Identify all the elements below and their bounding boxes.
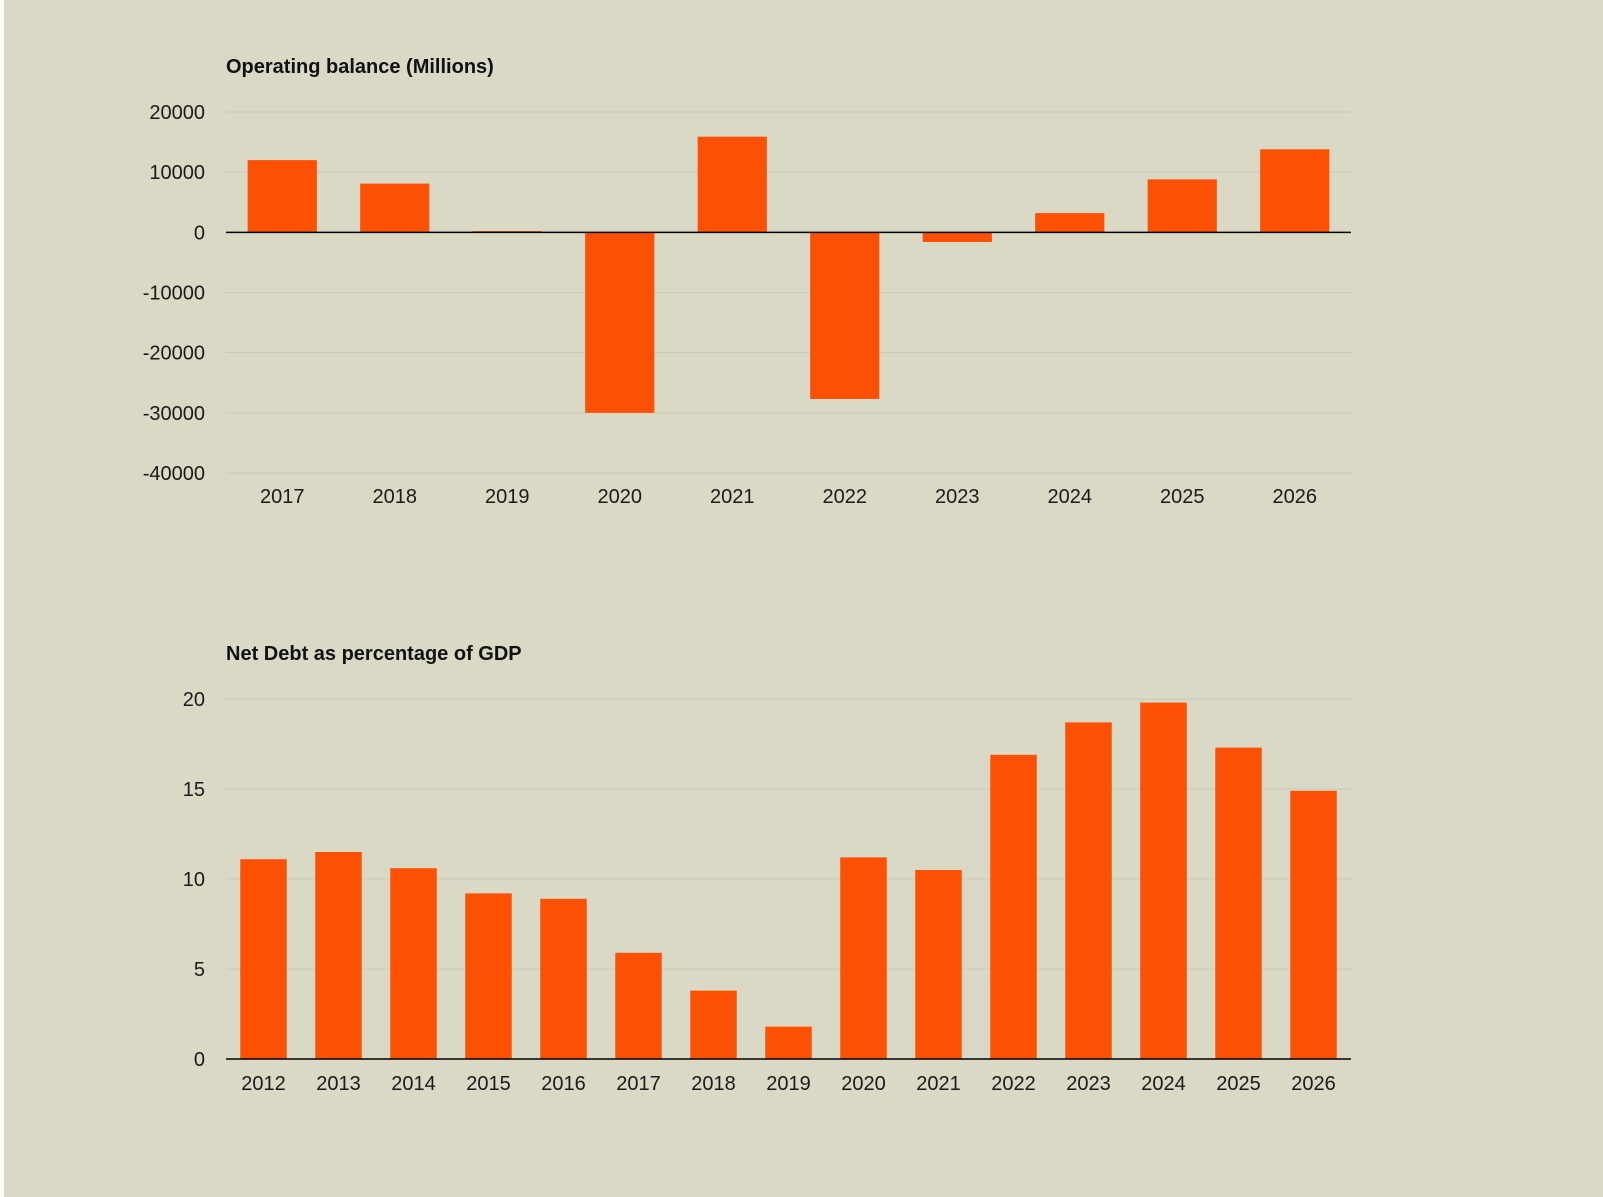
- operating-balance-y-tick-label: -10000: [143, 283, 205, 305]
- chart-title-net-debt: Net Debt as percentage of GDP: [226, 643, 522, 665]
- net-debt-bar-2020: [840, 857, 887, 1059]
- operating-balance-y-tick-label: -30000: [143, 403, 205, 425]
- net-debt-x-tick-label: 2017: [616, 1073, 661, 1095]
- net-debt-bar-2021: [915, 870, 962, 1059]
- net-debt-bar-2015: [465, 893, 512, 1059]
- net-debt-y-tick-label: 0: [194, 1049, 205, 1071]
- chart-title-operating-balance: Operating balance (Millions): [226, 56, 494, 78]
- operating-balance-bar-2025: [1147, 179, 1217, 233]
- net-debt-bar-2022: [990, 754, 1037, 1059]
- net-debt-bar-2024: [1140, 702, 1187, 1059]
- operating-balance-x-tick-label: 2020: [598, 486, 643, 508]
- operating-balance-bar-2020: [585, 232, 655, 413]
- net-debt-x-tick-label: 2014: [391, 1073, 436, 1095]
- operating-balance-chart: 20000 10000 0 -10000 -20000 -30000 -40000 2017 2…: [143, 102, 1351, 508]
- net-debt-x-tick-label: 2022: [991, 1073, 1036, 1095]
- operating-balance-x-tick-label: 2023: [935, 486, 980, 508]
- net-debt-bar-2012: [240, 859, 287, 1059]
- operating-balance-y-tick-label: 20000: [149, 102, 205, 124]
- net-debt-x-tick-label: 2013: [316, 1073, 361, 1095]
- net-debt-x-tick-label: 2025: [1216, 1073, 1261, 1095]
- net-debt-x-tick-label: 2015: [466, 1073, 511, 1095]
- net-debt-x-tick-label: 2019: [766, 1073, 811, 1095]
- net-debt-y-tick-label: 10: [183, 869, 205, 891]
- operating-balance-y-tick-label: -20000: [143, 343, 205, 365]
- net-debt-x-tick-label: 2024: [1141, 1073, 1186, 1095]
- net-debt-bar-2013: [315, 852, 362, 1059]
- net-debt-bar-2025: [1215, 747, 1262, 1059]
- operating-balance-x-tick-label: 2017: [260, 486, 305, 508]
- operating-balance-bar-2023: [922, 232, 992, 242]
- net-debt-bar-2017: [615, 952, 662, 1059]
- operating-balance-x-tick-label: 2025: [1160, 486, 1205, 508]
- net-debt-x-tick-label: 2018: [691, 1073, 736, 1095]
- operating-balance-x-tick-label: 2026: [1273, 486, 1318, 508]
- net-debt-x-tick-label: 2021: [916, 1073, 961, 1095]
- operating-balance-y-tick-label: -40000: [143, 463, 205, 485]
- net-debt-x-tick-label: 2012: [241, 1073, 286, 1095]
- operating-balance-x-tick-label: 2021: [710, 486, 755, 508]
- net-debt-x-tick-label: 2016: [541, 1073, 586, 1095]
- net-debt-y-tick-label: 15: [183, 779, 205, 801]
- operating-balance-y-tick-label: 0: [194, 222, 205, 244]
- net-debt-bar-2023: [1065, 722, 1112, 1059]
- net-debt-bar-2016: [540, 898, 587, 1059]
- operating-balance-bar-2018: [360, 183, 430, 233]
- net-debt-y-tick-label: 20: [183, 689, 205, 711]
- net-debt-bar-2014: [390, 868, 437, 1059]
- net-debt-x-tick-label: 2026: [1291, 1073, 1336, 1095]
- operating-balance-bar-2021: [697, 136, 767, 233]
- net-debt-bar-2026: [1290, 790, 1337, 1059]
- operating-balance-bar-2022: [810, 232, 880, 399]
- operating-balance-x-tick-label: 2022: [823, 486, 868, 508]
- net-debt-bar-2018: [690, 990, 737, 1059]
- operating-balance-x-tick-label: 2019: [485, 486, 530, 508]
- operating-balance-x-tick-label: 2024: [1048, 486, 1093, 508]
- operating-balance-y-tick-label: 10000: [149, 162, 205, 184]
- net-debt-y-tick-label: 5: [194, 959, 205, 981]
- operating-balance-bar-2026: [1260, 149, 1330, 233]
- net-debt-bar-2019: [765, 1026, 812, 1059]
- operating-balance-bar-2017: [247, 160, 317, 233]
- operating-balance-x-tick-label: 2018: [373, 486, 418, 508]
- net-debt-x-tick-label: 2023: [1066, 1073, 1111, 1095]
- net-debt-x-tick-label: 2020: [841, 1073, 886, 1095]
- operating-balance-bar-2024: [1035, 213, 1105, 233]
